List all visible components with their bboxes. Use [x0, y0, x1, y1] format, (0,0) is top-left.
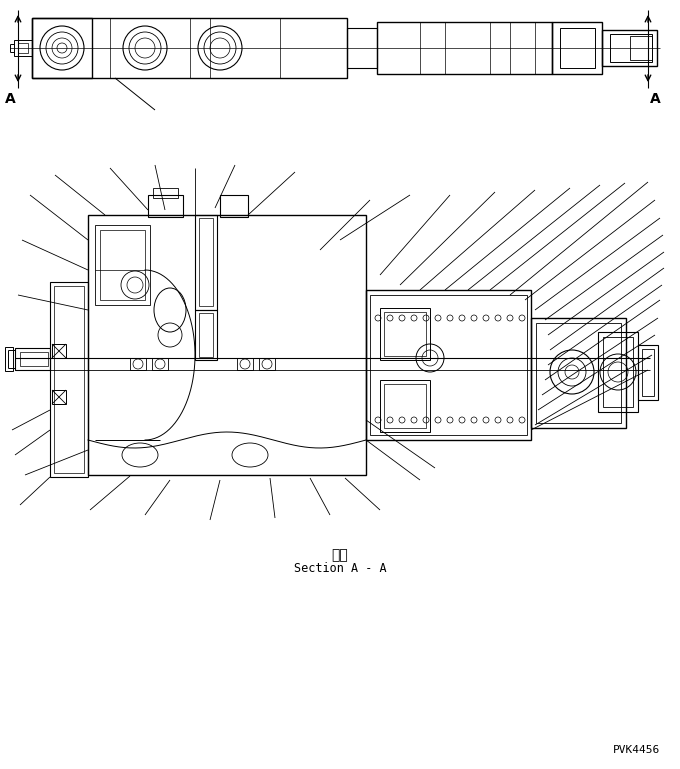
Bar — [50, 282, 88, 477]
Bar — [88, 215, 366, 475]
Bar — [259, 358, 275, 370]
Text: A: A — [650, 92, 661, 106]
Text: PVK4456: PVK4456 — [613, 745, 660, 755]
Bar — [18, 43, 28, 53]
Bar — [552, 22, 602, 74]
Bar — [602, 30, 657, 66]
Text: A: A — [5, 92, 16, 106]
Bar — [32, 18, 92, 78]
Bar — [195, 215, 217, 310]
Bar — [130, 358, 146, 370]
Bar — [5, 347, 13, 371]
Bar — [52, 390, 66, 404]
Text: 断面: 断面 — [332, 548, 348, 562]
Bar — [598, 332, 638, 412]
Bar — [384, 312, 426, 356]
Bar — [195, 310, 217, 360]
Bar — [15, 348, 50, 370]
Bar — [199, 313, 213, 357]
Bar — [536, 323, 621, 423]
Bar — [380, 380, 430, 432]
Bar — [377, 22, 552, 74]
Text: Section A - A: Section A - A — [294, 562, 386, 575]
Bar — [384, 384, 426, 428]
Bar — [638, 345, 658, 400]
Bar — [380, 308, 430, 360]
Bar — [630, 36, 652, 60]
Bar — [32, 18, 347, 78]
Bar — [560, 28, 595, 68]
Bar — [237, 358, 253, 370]
Bar — [153, 188, 178, 198]
Bar — [95, 225, 150, 305]
Bar — [54, 286, 84, 473]
Bar — [100, 230, 145, 300]
Bar — [347, 28, 377, 68]
Bar — [199, 218, 213, 306]
Bar — [220, 195, 248, 217]
Bar — [642, 349, 654, 396]
Bar — [531, 318, 626, 428]
Bar — [14, 40, 32, 56]
Bar — [52, 344, 66, 358]
Bar — [152, 358, 168, 370]
Bar — [20, 352, 48, 366]
Bar — [148, 195, 183, 217]
Bar — [370, 295, 527, 435]
Bar — [603, 337, 633, 407]
Bar — [366, 290, 531, 440]
Bar — [610, 34, 652, 62]
